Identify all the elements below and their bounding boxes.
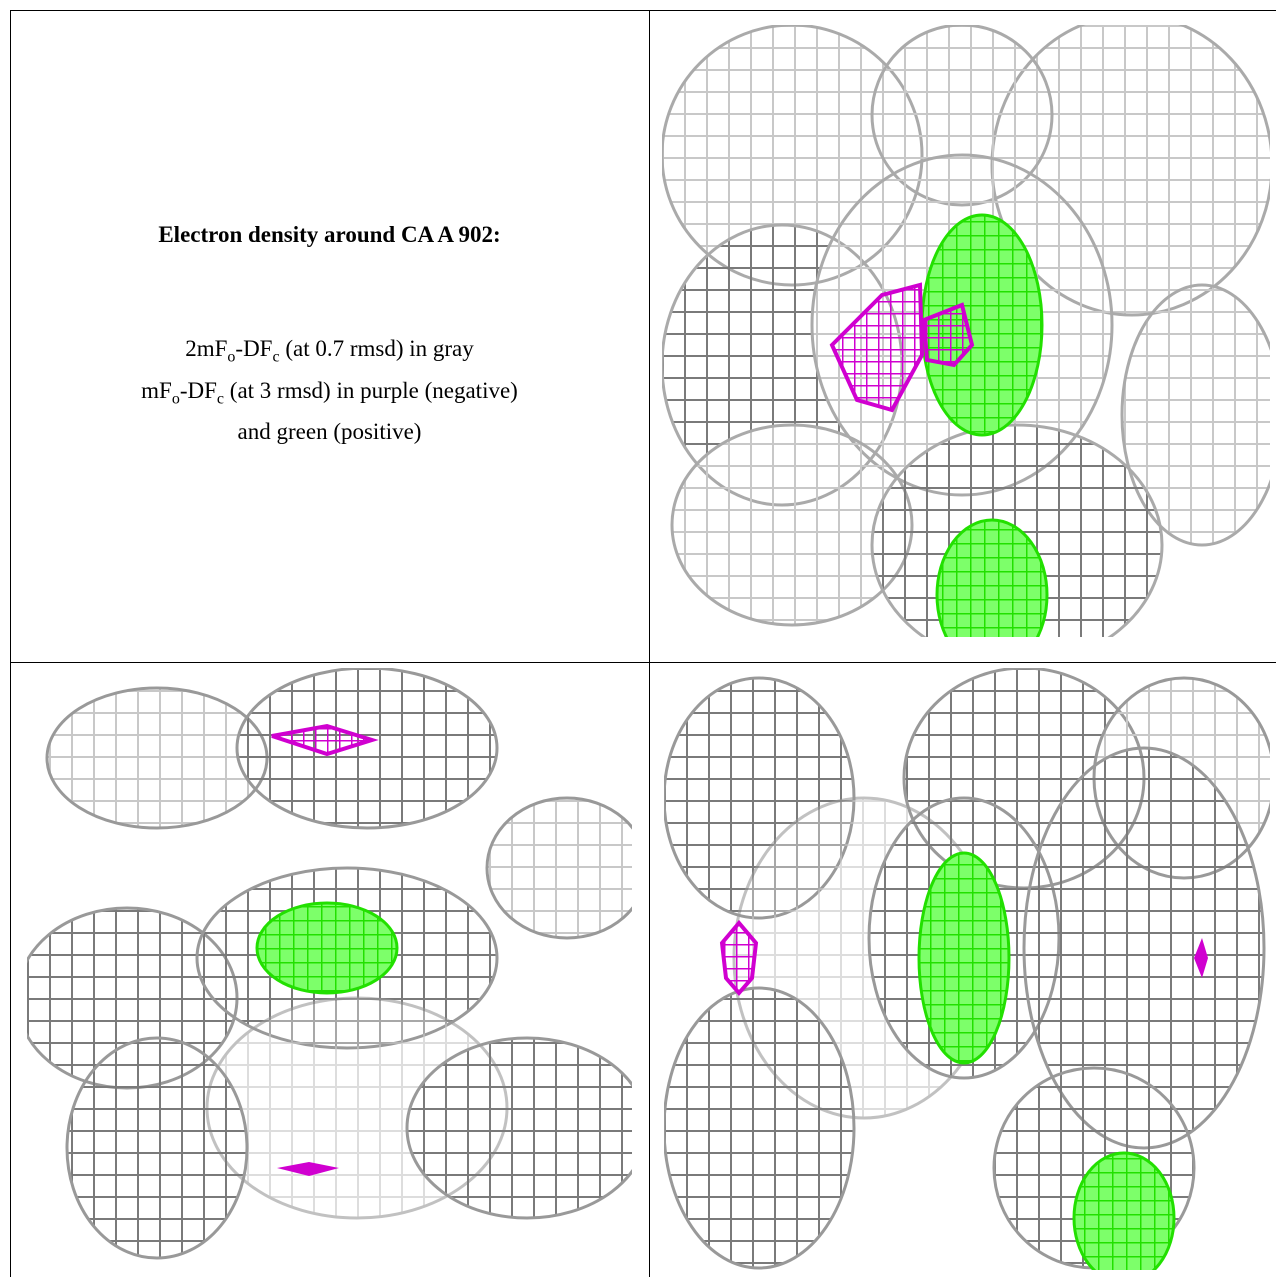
density-image-1 — [662, 25, 1270, 637]
text: -DF — [235, 336, 273, 361]
table-border — [10, 10, 11, 1277]
text: (at 3 rmsd) in purple (negative) — [224, 377, 518, 403]
density-image-2 — [27, 668, 632, 1260]
caption-line: 2mFo-DFc (at 0.7 rmsd) in gray — [10, 332, 649, 374]
text: mF — [141, 377, 172, 403]
caption-line: and green (positive) — [10, 415, 649, 448]
text: (at 0.7 rmsd) in gray — [279, 336, 474, 361]
caption-cell: Electron density around CA A 902: 2mFo-D… — [10, 10, 649, 662]
subscript: o — [227, 348, 236, 366]
table-border — [649, 10, 650, 1277]
caption-title: Electron density around CA A 902: — [158, 222, 501, 247]
text: 2mF — [185, 336, 228, 361]
caption-lines: 2mFo-DFc (at 0.7 rmsd) in gray mFo-DFc (… — [10, 332, 649, 448]
table-border — [10, 10, 1276, 11]
text: and green (positive) — [237, 419, 422, 445]
text: -DF — [179, 377, 217, 403]
subscript: c — [272, 348, 280, 366]
subscript: o — [171, 390, 180, 408]
subscript: c — [216, 390, 225, 408]
caption-line: mFo-DFc (at 3 rmsd) in purple (negative) — [10, 374, 649, 416]
density-image-3 — [664, 668, 1270, 1270]
table-border — [10, 662, 1276, 663]
